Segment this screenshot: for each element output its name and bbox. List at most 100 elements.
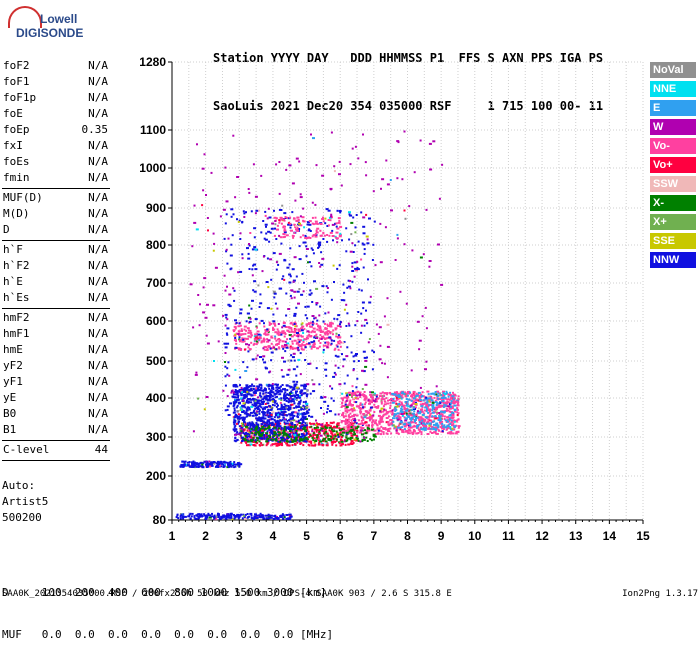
echo-point: [431, 407, 434, 410]
echo-point: [268, 240, 271, 243]
echo-point: [243, 337, 247, 340]
echo-point: [265, 394, 268, 397]
echo-point: [284, 340, 287, 343]
echo-point: [256, 439, 259, 442]
echo-point: [302, 401, 305, 404]
echo-point: [287, 405, 290, 407]
echo-point: [261, 427, 265, 430]
echo-point: [423, 419, 427, 422]
echo-point: [205, 518, 207, 520]
echo-point: [296, 216, 299, 219]
echo-point: [193, 221, 197, 224]
echo-point: [289, 430, 292, 432]
echo-point: [422, 399, 425, 402]
echo-point: [180, 463, 184, 466]
echo-point: [421, 315, 424, 318]
echo-point: [224, 346, 228, 349]
echo-point: [246, 393, 250, 396]
echo-point: [303, 431, 306, 434]
echo-point: [242, 425, 245, 427]
echo-point: [350, 421, 353, 424]
echo-point: [239, 238, 242, 240]
echo-point: [446, 425, 450, 428]
echo-point: [243, 394, 247, 396]
echo-point: [270, 307, 273, 310]
echo-point: [277, 431, 281, 434]
echo-point: [234, 368, 237, 371]
echo-point: [383, 408, 386, 411]
echo-point: [270, 414, 273, 416]
echo-point: [254, 428, 258, 431]
echo-point: [226, 318, 229, 321]
echo-point: [279, 516, 283, 519]
echo-point: [361, 438, 364, 441]
echo-point: [213, 517, 216, 520]
echo-point: [314, 233, 317, 235]
echo-point: [366, 440, 369, 442]
echo-point: [421, 402, 425, 405]
echo-point: [425, 208, 428, 211]
echo-point: [400, 395, 403, 398]
echo-point: [428, 265, 431, 268]
param-value: N/A: [88, 407, 108, 420]
echo-point: [238, 515, 241, 518]
echo-point: [322, 320, 325, 323]
echo-point: [360, 258, 363, 261]
echo-point: [364, 414, 368, 417]
echo-point: [395, 398, 398, 401]
echo-point: [318, 439, 320, 442]
echo-point: [456, 399, 460, 402]
echo-point: [318, 337, 321, 340]
echo-point: [256, 385, 259, 388]
echo-point: [257, 419, 261, 422]
echo-point: [400, 403, 403, 405]
echo-point: [247, 331, 250, 334]
echo-point: [336, 345, 339, 348]
param-row: h`F N/A: [2, 242, 110, 258]
x-tick-label: 14: [603, 529, 617, 543]
echo-point: [288, 434, 291, 436]
echo-point: [395, 429, 398, 432]
echo-point: [400, 413, 404, 416]
echo-point: [404, 407, 407, 410]
echo-point: [258, 515, 261, 518]
echo-point: [241, 391, 244, 394]
echo-point: [251, 422, 255, 425]
echo-point: [338, 435, 341, 438]
echo-point: [439, 401, 441, 404]
echo-point: [226, 395, 229, 398]
echo-point: [195, 228, 199, 231]
echo-point: [400, 421, 403, 424]
echo-point: [266, 430, 269, 433]
lowell-digisonde-logo: Lowell DIGISONDE: [4, 4, 104, 44]
echo-point: [249, 512, 253, 515]
echo-point: [324, 426, 328, 429]
legend-entry-nnw: NNW: [650, 252, 696, 268]
echo-point: [283, 258, 286, 261]
echo-point: [292, 439, 295, 442]
x-tick-label: 5: [303, 529, 310, 543]
echo-point: [340, 397, 344, 400]
echo-point: [259, 430, 262, 433]
echo-point: [365, 424, 368, 427]
echo-point: [237, 325, 241, 328]
echo-point: [273, 416, 276, 419]
echo-point: [421, 408, 424, 411]
echo-point: [278, 252, 282, 255]
echo-point: [288, 413, 292, 416]
echo-point: [289, 275, 292, 278]
echo-point: [256, 354, 259, 357]
echo-point: [288, 513, 292, 516]
echo-point: [328, 426, 332, 429]
echo-point: [318, 423, 321, 426]
echo-point: [319, 241, 322, 244]
echo-point: [277, 411, 280, 414]
echo-point: [198, 515, 201, 518]
echo-point: [326, 234, 329, 236]
echo-point: [365, 431, 368, 434]
echo-point: [414, 413, 418, 416]
echo-point: [335, 231, 339, 234]
echo-point: [251, 421, 254, 424]
echo-point: [258, 410, 261, 413]
echo-point: [352, 422, 355, 425]
